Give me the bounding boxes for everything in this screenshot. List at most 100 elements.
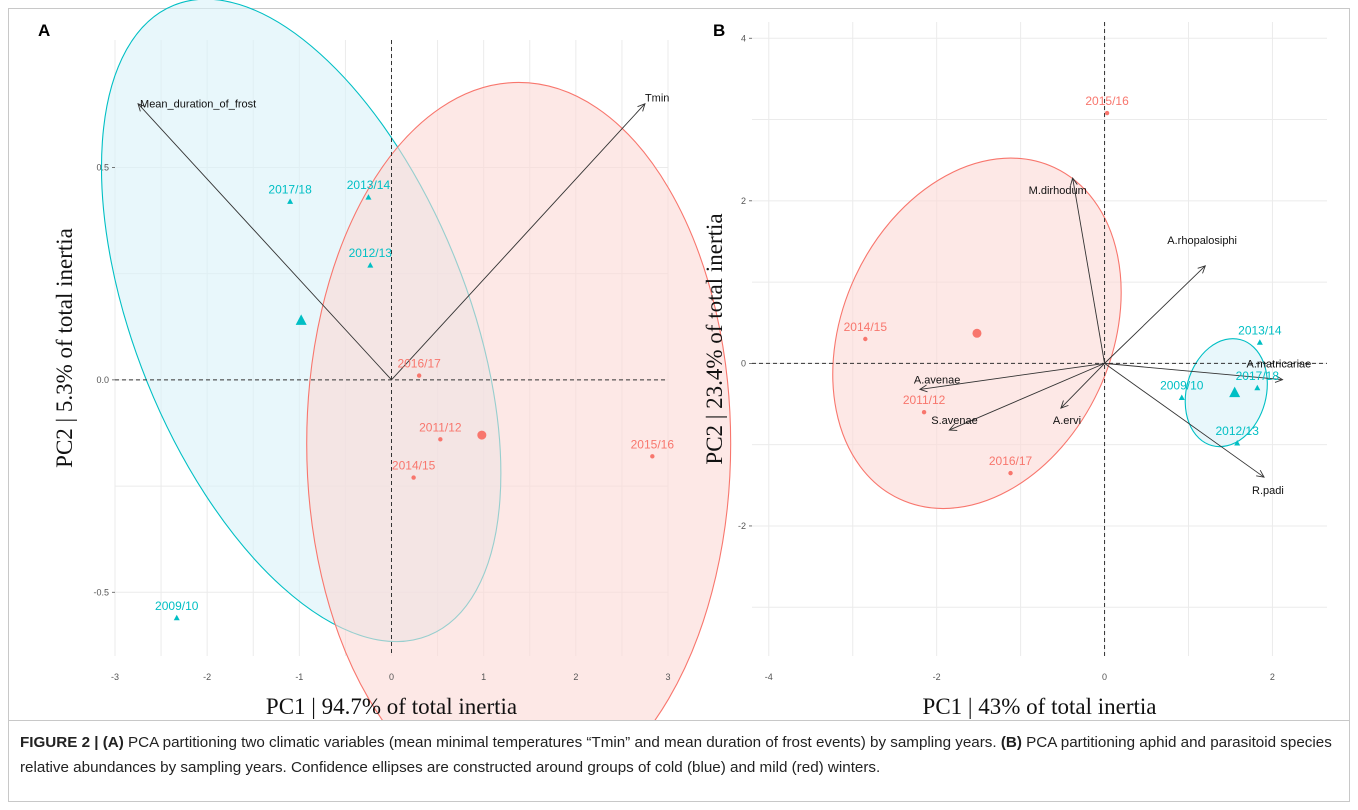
- vector-label: Mean_duration_of_frost: [140, 99, 256, 111]
- loading-vector: [1104, 265, 1206, 364]
- vector-label: Tmin: [645, 93, 669, 105]
- panel-b: M.dirhodum A.rhopalosiphi A.matricariae R.p…: [702, 21, 1327, 719]
- arrow-head: [1197, 265, 1207, 274]
- point-label: 2013/14: [1238, 323, 1282, 337]
- caption-part-a-text: PCA partitioning two climatic variables …: [123, 734, 1001, 751]
- point-label: 2011/12: [419, 420, 462, 434]
- y-tick-label: 0: [741, 358, 746, 368]
- arrow-head: [918, 384, 928, 393]
- y-tick-label: 2: [741, 196, 746, 206]
- point-label: 2009/10: [155, 599, 199, 613]
- figure-frame: [8, 8, 1350, 802]
- data-point-mild: [921, 409, 927, 415]
- y-axis-title: PC2 | 23.4% of total inertia: [702, 213, 727, 464]
- x-tick-label: 2: [573, 672, 578, 682]
- point-label: 2017/18: [268, 182, 312, 196]
- loading-vector: [137, 103, 392, 381]
- x-tick-label: 0: [389, 672, 394, 682]
- data-point-mild: [1104, 110, 1110, 116]
- point-label: 2012/13: [1215, 424, 1259, 438]
- point-label: 2013/14: [347, 178, 391, 192]
- arrow-head: [137, 102, 146, 112]
- data-point-cold: [1178, 394, 1185, 401]
- data-point-cold: [173, 614, 180, 621]
- figure-caption: FIGURE 2 | (A) PCA partitioning two clim…: [20, 730, 1340, 780]
- x-tick-label: -4: [765, 672, 773, 682]
- loading-vector: [1104, 362, 1283, 381]
- data-point-cold: [1254, 384, 1261, 391]
- point-label: 2009/10: [1160, 379, 1204, 393]
- point-label: 2014/15: [392, 459, 436, 473]
- caption-part-b-label: (B): [1000, 734, 1022, 751]
- arrow-head: [1256, 469, 1265, 478]
- confidence-ellipse-cold: [1184, 338, 1268, 448]
- data-point-mild: [438, 437, 443, 442]
- vector-label: R.padi: [1252, 485, 1284, 497]
- loading-vector: [1104, 363, 1265, 478]
- loading-vector: [949, 362, 1105, 431]
- point-label: 2017/18: [1236, 369, 1280, 383]
- data-point-mild: [1008, 470, 1013, 476]
- x-axis-title: PC1 | 94.7% of total inertia: [266, 694, 517, 719]
- x-tick-label: -1: [295, 672, 303, 682]
- loading-vector: [1072, 177, 1105, 364]
- x-tick-label: 0: [1102, 672, 1107, 682]
- x-tick-label: 2: [1270, 672, 1275, 682]
- vector-label: A.matricariae: [1247, 359, 1312, 371]
- loading-vector: [919, 362, 1105, 390]
- loading-vector: [391, 103, 646, 381]
- vector-label: A.rhopalosiphi: [1167, 235, 1237, 247]
- data-point-mild: [416, 373, 422, 378]
- point-label: 2016/17: [989, 454, 1033, 468]
- point-label: 2014/15: [844, 320, 888, 334]
- data-point-cold: [287, 198, 294, 204]
- confidence-ellipse-mild: [306, 82, 732, 720]
- centroid-mild: [477, 430, 487, 440]
- arrow-head: [1060, 400, 1069, 409]
- caption-separator: [9, 720, 1349, 721]
- panel-label: A: [38, 21, 50, 40]
- vector-label: A.avenae: [914, 374, 960, 386]
- arrow-head: [1274, 375, 1284, 383]
- centroid-cold: [295, 314, 307, 325]
- y-tick-label: -0.5: [93, 587, 109, 597]
- arrow-head: [948, 423, 958, 431]
- data-point-cold: [1234, 440, 1241, 446]
- y-axis-title: PC2 | 5.3% of total inertia: [52, 228, 77, 468]
- y-tick-label: 0.0: [96, 375, 109, 385]
- point-label: 2015/16: [631, 437, 675, 451]
- caption-part-b-text: PCA partitioning aphid and parasitoid sp…: [20, 734, 1332, 776]
- x-tick-label: 1: [481, 672, 486, 682]
- caption-part-a-label: (A): [102, 734, 124, 751]
- point-label: 2012/13: [349, 246, 393, 260]
- centroid-mild: [972, 328, 982, 338]
- panel-label: B: [713, 21, 725, 40]
- vector-label: S.avenae: [931, 415, 977, 427]
- x-tick-label: -2: [203, 672, 211, 682]
- x-tick-label: -2: [933, 672, 941, 682]
- y-tick-label: 0.5: [96, 162, 109, 172]
- point-label: 2016/17: [397, 357, 441, 371]
- x-axis-title: PC1 | 43% of total inertia: [923, 694, 1157, 719]
- loading-vector: [1060, 363, 1105, 409]
- y-tick-label: -2: [738, 521, 746, 531]
- x-tick-label: 3: [665, 672, 670, 682]
- centroid-cold: [1229, 386, 1241, 398]
- point-label: 2011/12: [903, 393, 946, 407]
- caption-figure-label: FIGURE 2 |: [20, 734, 103, 751]
- arrow-head: [1070, 177, 1078, 186]
- panel-a: Mean_duration_of_frost Tmin 2017/18 2013/14…: [38, 0, 732, 720]
- vector-label: A.ervi: [1053, 415, 1081, 427]
- y-tick-label: 4: [741, 33, 746, 43]
- data-point-mild: [863, 336, 868, 342]
- data-point-cold: [367, 262, 374, 268]
- data-point-mild: [411, 475, 416, 480]
- data-point-cold: [365, 194, 372, 200]
- data-point-mild: [650, 454, 655, 459]
- data-point-cold: [1256, 339, 1263, 345]
- arrow-head: [637, 102, 646, 112]
- figure-svg: Mean_duration_of_frost Tmin 2017/18 2013/14…: [38, 0, 1327, 720]
- vector-label: M.dirhodum: [1029, 185, 1087, 197]
- x-tick-label: -3: [111, 672, 119, 682]
- point-label: 2015/16: [1085, 94, 1129, 108]
